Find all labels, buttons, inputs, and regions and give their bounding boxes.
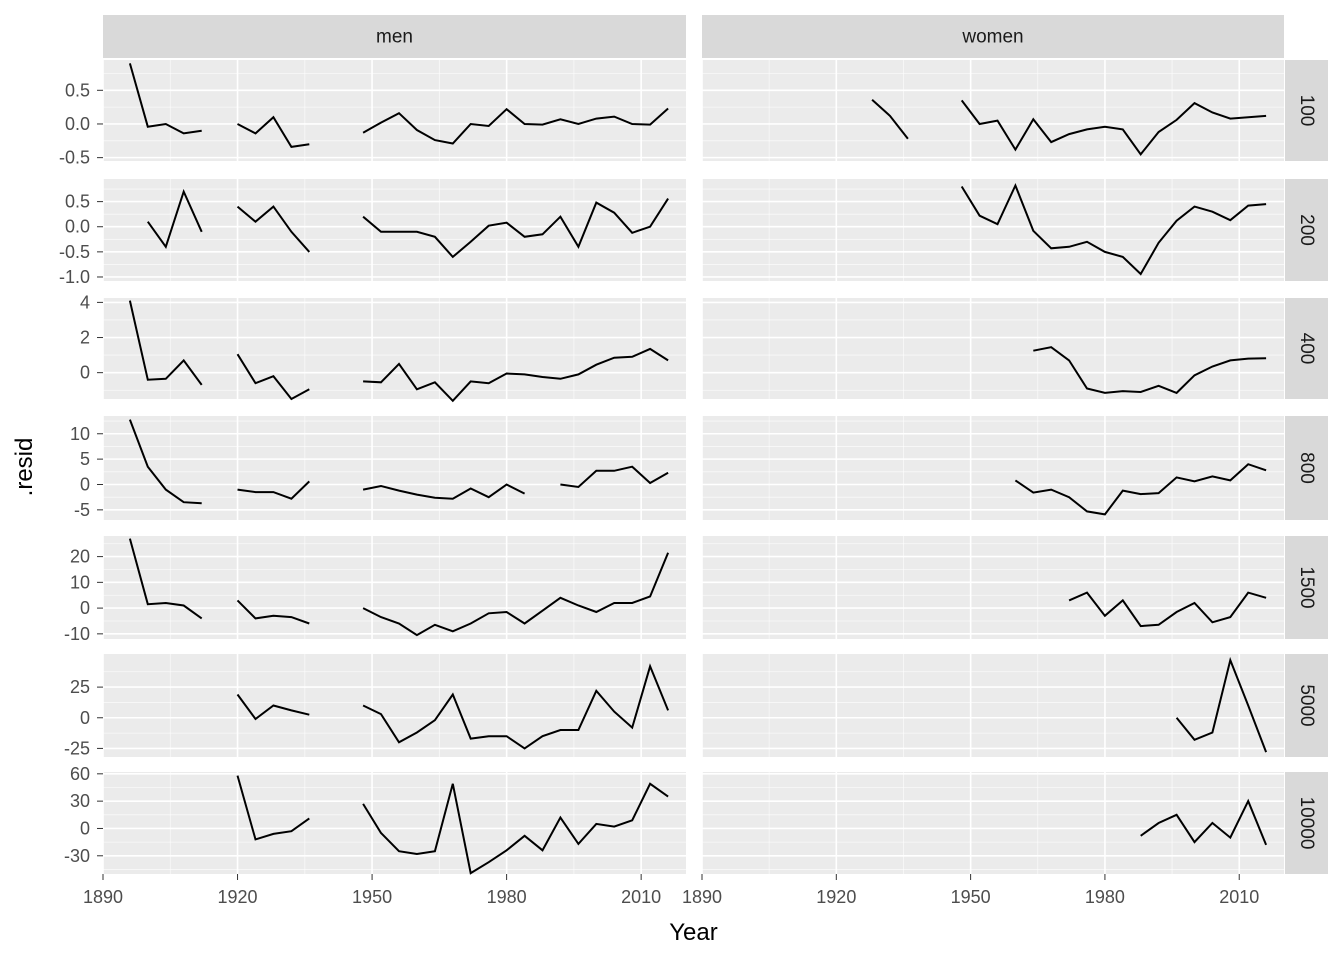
row-strip-100 bbox=[1285, 60, 1328, 161]
y-tick-label: 5 bbox=[80, 449, 90, 469]
y-tick-label: 0.5 bbox=[65, 192, 90, 212]
series-line-men-400 bbox=[128, 300, 203, 386]
series-line-women-100 bbox=[871, 98, 909, 140]
row-label-5000: 5000 bbox=[1296, 684, 1317, 726]
panel-women-400 bbox=[702, 298, 1284, 399]
y-tick-label: -5 bbox=[74, 500, 90, 520]
series-line-men-200 bbox=[236, 205, 311, 253]
y-tick-label: 0.0 bbox=[65, 217, 90, 237]
y-tick-label: 4 bbox=[80, 292, 90, 312]
panel-women-1500 bbox=[702, 536, 1284, 639]
panel-men-200 bbox=[103, 179, 686, 281]
row-label-800: 800 bbox=[1296, 452, 1317, 484]
row-strip-5000 bbox=[1285, 654, 1328, 757]
x-tick-label: 1980 bbox=[487, 887, 527, 907]
y-tick-label: 20 bbox=[70, 547, 90, 567]
y-tick-label: -25 bbox=[64, 738, 90, 758]
x-axis-title: Year bbox=[669, 919, 718, 946]
series-line-men-800 bbox=[128, 419, 202, 505]
y-tick-label: -1.0 bbox=[59, 267, 90, 287]
row-label-1500: 1500 bbox=[1296, 566, 1317, 608]
x-tick-label: 1890 bbox=[83, 887, 123, 907]
series-line-men-1500 bbox=[128, 538, 203, 620]
series-line-men-800 bbox=[560, 465, 669, 489]
series-line-men-1500 bbox=[236, 599, 310, 625]
row-label-10000: 10000 bbox=[1296, 797, 1317, 850]
y-tick-label: 0 bbox=[80, 598, 90, 618]
facet-label-women: women bbox=[961, 27, 1023, 48]
row-label-200: 200 bbox=[1296, 214, 1317, 246]
y-tick-label: 10 bbox=[70, 424, 90, 444]
series-line-men-800 bbox=[237, 480, 310, 500]
x-tick-label: 2010 bbox=[621, 887, 661, 907]
y-axis-title: .resid bbox=[11, 438, 38, 497]
x-tick-label: 1950 bbox=[951, 887, 991, 907]
series-line-men-1500 bbox=[362, 552, 670, 637]
series-line-men-5000 bbox=[362, 663, 670, 750]
panel-women-800 bbox=[702, 416, 1284, 520]
series-line-men-400 bbox=[236, 353, 310, 401]
y-tick-label: 0 bbox=[80, 363, 90, 383]
panel-men-100 bbox=[103, 60, 686, 161]
panel-men-5000 bbox=[103, 654, 686, 757]
y-tick-label: 10 bbox=[70, 572, 90, 592]
series-line-men-800 bbox=[362, 483, 526, 500]
y-tick-label: 0 bbox=[80, 474, 90, 494]
y-tick-label: 2 bbox=[80, 328, 90, 348]
series-line-women-100 bbox=[960, 99, 1267, 156]
x-tick-label: 1950 bbox=[352, 887, 392, 907]
y-tick-label: -0.5 bbox=[59, 242, 90, 262]
y-tick-label: -0.5 bbox=[59, 148, 90, 168]
x-tick-label: 1980 bbox=[1085, 887, 1125, 907]
y-tick-label: -10 bbox=[64, 624, 90, 644]
panel-men-800 bbox=[103, 416, 686, 520]
series-line-men-5000 bbox=[236, 693, 310, 721]
series-line-women-800 bbox=[1014, 463, 1267, 516]
y-tick-label: 0 bbox=[80, 818, 90, 838]
y-tick-label: 0.5 bbox=[65, 80, 90, 100]
series-line-women-200 bbox=[960, 182, 1267, 276]
x-tick-label: 2010 bbox=[1219, 887, 1259, 907]
row-strip-200 bbox=[1285, 179, 1328, 281]
series-line-women-10000 bbox=[1140, 798, 1268, 846]
y-tick-label: -30 bbox=[64, 846, 90, 866]
panel-women-100 bbox=[702, 60, 1284, 161]
row-strip-800 bbox=[1285, 416, 1328, 520]
series-line-men-100 bbox=[237, 115, 310, 148]
panel-men-10000 bbox=[103, 772, 686, 874]
row-strip-1500 bbox=[1285, 536, 1328, 639]
series-line-men-100 bbox=[128, 63, 202, 135]
series-line-men-400 bbox=[363, 347, 669, 403]
row-strip-10000 bbox=[1285, 772, 1328, 874]
y-tick-label: 60 bbox=[70, 764, 90, 784]
series-line-men-100 bbox=[362, 107, 669, 145]
facet-strip-women bbox=[702, 15, 1284, 58]
row-label-100: 100 bbox=[1296, 95, 1317, 127]
y-tick-label: 25 bbox=[70, 677, 90, 697]
panel-men-400 bbox=[103, 298, 686, 399]
series-line-men-200 bbox=[146, 188, 203, 249]
facet-label-men: men bbox=[376, 27, 413, 48]
panel-men-1500 bbox=[103, 536, 686, 639]
x-tick-label: 1890 bbox=[682, 887, 722, 907]
x-tick-label: 1920 bbox=[218, 887, 258, 907]
panel-women-200 bbox=[702, 179, 1284, 281]
row-strip-400 bbox=[1285, 298, 1328, 399]
series-line-women-1500 bbox=[1068, 591, 1267, 628]
x-tick-label: 1920 bbox=[816, 887, 856, 907]
panel-women-10000 bbox=[702, 772, 1284, 874]
panel-women-5000 bbox=[702, 654, 1284, 757]
y-tick-label: 0.0 bbox=[65, 114, 90, 134]
series-line-men-10000 bbox=[236, 775, 310, 841]
series-line-women-5000 bbox=[1175, 656, 1268, 753]
series-line-women-400 bbox=[1033, 346, 1267, 395]
series-line-men-200 bbox=[362, 198, 669, 259]
y-tick-label: 0 bbox=[80, 708, 90, 728]
y-tick-label: 30 bbox=[70, 791, 90, 811]
series-line-men-10000 bbox=[362, 782, 669, 875]
row-label-400: 400 bbox=[1296, 333, 1317, 365]
facet-strip-men bbox=[103, 15, 686, 58]
